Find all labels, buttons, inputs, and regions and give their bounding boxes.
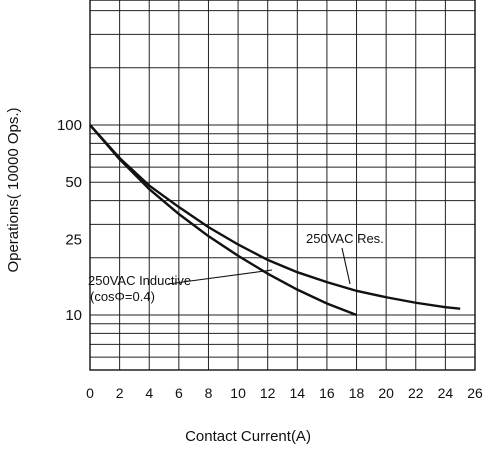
y-tick-label: 10 bbox=[65, 307, 82, 324]
y-tick-label: 100 bbox=[57, 117, 82, 134]
x-tick-label: 24 bbox=[438, 385, 454, 401]
y-tick-labels: 10 25 50 100 500 bbox=[57, 0, 82, 324]
inductive-annotation-line1: 250VAC Inductive bbox=[88, 273, 191, 288]
x-tick-labels: 0 2 4 6 8 10 12 14 16 18 20 22 24 26 bbox=[86, 385, 483, 401]
x-tick-label: 20 bbox=[378, 385, 394, 401]
y-tick-label: 500 bbox=[57, 0, 82, 1]
y-tick-label: 25 bbox=[65, 231, 82, 248]
x-tick-label: 26 bbox=[467, 385, 483, 401]
y-axis-title: Operations( 10000 Ops.) bbox=[5, 107, 22, 272]
res-leader-line bbox=[342, 248, 350, 284]
x-tick-label: 8 bbox=[205, 385, 213, 401]
x-tick-label: 12 bbox=[260, 385, 276, 401]
x-tick-label: 0 bbox=[86, 385, 94, 401]
x-tick-label: 10 bbox=[230, 385, 246, 401]
x-tick-label: 4 bbox=[145, 385, 153, 401]
x-tick-label: 2 bbox=[116, 385, 124, 401]
inductive-annotation-line2: (cosΦ=0.4) bbox=[90, 289, 155, 304]
x-tick-label: 18 bbox=[349, 385, 365, 401]
x-tick-label: 22 bbox=[408, 385, 424, 401]
x-tick-label: 16 bbox=[319, 385, 335, 401]
res-annotation: 250VAC Res. bbox=[306, 231, 384, 246]
x-axis-title: Contact Current(A) bbox=[185, 428, 311, 445]
y-tick-label: 50 bbox=[65, 174, 82, 191]
x-tick-label: 6 bbox=[175, 385, 183, 401]
x-tick-label: 14 bbox=[290, 385, 306, 401]
